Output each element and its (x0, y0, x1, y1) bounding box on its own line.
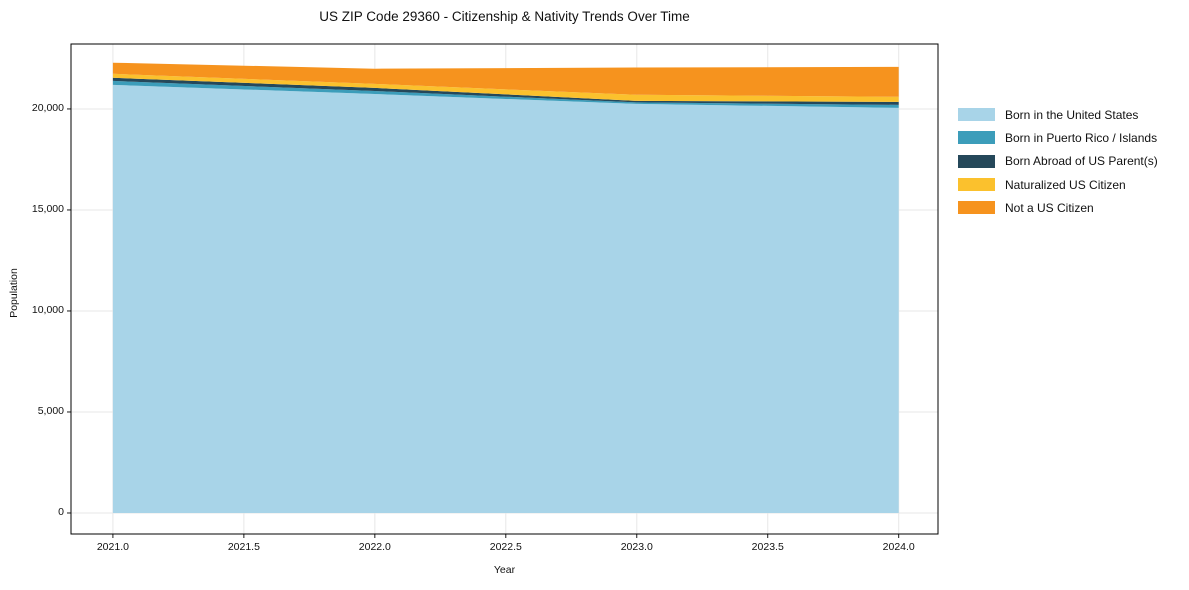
area-series-1 (112, 80, 899, 108)
legend-item: Naturalized US Citizen (958, 173, 1158, 196)
legend: Born in the United States Born in Puerto … (958, 103, 1158, 219)
legend-swatch (958, 108, 995, 122)
y-tick-label: 15,000 (31, 203, 64, 216)
y-tick-label: 20,000 (31, 102, 64, 115)
legend-swatch (958, 201, 995, 215)
area-series-2 (112, 77, 899, 105)
legend-item: Born in the United States (958, 103, 1158, 126)
x-tick-label: 2024.0 (882, 541, 915, 553)
legend-swatch (958, 154, 995, 168)
x-axis-title: Year (493, 564, 516, 576)
plot-box (70, 43, 939, 535)
x-tick-label: 2021.5 (227, 541, 260, 553)
legend-item: Not a US Citizen (958, 196, 1158, 219)
area-series-0 (112, 84, 899, 514)
legend-label: Naturalized US Citizen (1005, 177, 1126, 192)
x-tick-label: 2022.0 (358, 541, 391, 553)
legend-item: Born in Puerto Rico / Islands (958, 126, 1158, 149)
legend-item: Born Abroad of US Parent(s) (958, 150, 1158, 173)
legend-label: Born in Puerto Rico / Islands (1005, 130, 1158, 145)
legend-label: Not a US Citizen (1005, 200, 1094, 215)
legend-label: Born Abroad of US Parent(s) (1005, 154, 1158, 169)
legend-swatch (958, 178, 995, 192)
y-axis-title: Population (8, 268, 20, 318)
legend-swatch (958, 131, 995, 145)
area-series-3 (112, 73, 899, 102)
chart-title: US ZIP Code 29360 - Citizenship & Nativi… (319, 9, 690, 24)
x-tick-label: 2022.5 (489, 541, 522, 553)
x-tick-label: 2021.0 (96, 541, 129, 553)
x-tick-label: 2023.0 (620, 541, 653, 553)
y-tick-label: 10,000 (31, 304, 64, 317)
y-tick-label: 5,000 (37, 405, 64, 418)
area-series-4 (112, 62, 899, 97)
legend-label: Born in the United States (1005, 107, 1139, 122)
x-tick-label: 2023.5 (751, 541, 784, 553)
y-tick-label: 0 (58, 506, 64, 519)
